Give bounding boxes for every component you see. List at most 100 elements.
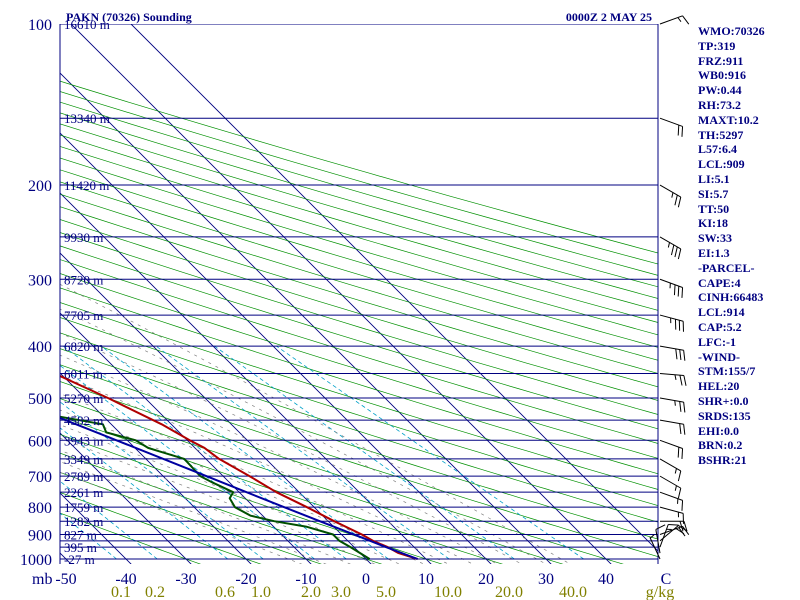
moist-adiabat-line <box>60 424 401 564</box>
index-line: TP:319 <box>698 38 736 53</box>
height-label: 827 m <box>64 528 97 543</box>
height-label: 13340 m <box>64 111 110 126</box>
wind-barb <box>649 534 661 560</box>
mixing-ratio-label: 0.6 <box>215 584 235 600</box>
mixing-ratio-line <box>60 365 315 560</box>
temperature-tick-label: -10 <box>295 571 316 588</box>
pressure-tick-label: 300 <box>28 272 52 289</box>
wind-barb <box>659 491 684 511</box>
mixing-ratio-line <box>214 345 515 560</box>
dry-adiabat-line <box>60 193 658 374</box>
wind-barb <box>659 345 686 361</box>
dry-adiabat-line <box>60 134 658 311</box>
dry-adiabat-line <box>60 317 658 506</box>
dry-adiabat-line <box>60 157 658 336</box>
index-line: FRZ:911 <box>698 53 744 68</box>
height-label: 3943 m <box>64 433 103 448</box>
temperature-tick-label: 10 <box>418 571 434 588</box>
isotherm-line <box>60 312 312 564</box>
wind-barb <box>659 117 684 137</box>
index-line: LI:5.1 <box>698 171 730 186</box>
dry-adiabat-line <box>60 492 262 564</box>
index-line: EI:1.3 <box>698 245 730 260</box>
isotherm-line <box>70 24 612 564</box>
wind-barb <box>659 475 682 499</box>
wind-barb <box>659 506 684 524</box>
index-line: HEL:20 <box>698 379 740 394</box>
mixing-ratio-line <box>60 512 117 560</box>
dry-adiabat-line <box>60 287 658 475</box>
index-line: TH:5297 <box>698 127 744 142</box>
dry-adiabat-line <box>60 219 658 401</box>
moist-adiabat-line <box>60 437 376 564</box>
wind-barb <box>660 520 688 532</box>
mixing-ratio-label: 5.0 <box>376 584 396 600</box>
index-line: PW:0.44 <box>698 83 742 98</box>
index-line: CINH:66483 <box>698 290 764 305</box>
mixing-ratio-label: 20.0 <box>495 584 523 600</box>
index-line: SI:5.7 <box>698 186 729 201</box>
wind-barb <box>659 439 684 459</box>
dry-adiabat-line <box>60 348 658 540</box>
wind-barb <box>659 278 684 298</box>
isotherm-line <box>60 252 372 564</box>
dry-adiabat-line <box>60 232 658 415</box>
chart-grid <box>60 24 658 564</box>
dry-adiabat-line <box>60 112 658 288</box>
dry-adiabat-line <box>60 146 658 323</box>
pressure-tick-label: 900 <box>28 528 52 545</box>
height-label: 6011 m <box>64 366 103 381</box>
dry-adiabat-line <box>60 332 658 523</box>
height-label: 1759 m <box>64 500 103 515</box>
mixing-ratio-label: 3.0 <box>331 584 351 600</box>
pressure-tick-label: 100 <box>28 17 52 34</box>
height-label: 5270 m <box>64 391 103 406</box>
index-line: -PARCEL- <box>698 260 755 275</box>
wind-barb <box>659 524 679 548</box>
height-label: 11420 m <box>64 178 109 193</box>
mixing-ratio-label: 0.2 <box>145 584 165 600</box>
index-line: STM:155/7 <box>698 364 756 379</box>
dry-adiabat-line <box>60 169 658 348</box>
wind-barb <box>659 372 687 386</box>
pressure-tick-label: 600 <box>28 433 52 450</box>
wind-barb <box>659 397 686 413</box>
parcel-profile <box>60 416 418 560</box>
temperature-tick-label: 40 <box>598 571 614 588</box>
moist-adiabat-line <box>60 354 498 564</box>
height-label: 2261 m <box>64 485 103 500</box>
dry-adiabat-line <box>60 364 658 558</box>
index-line: -WIND- <box>698 349 740 364</box>
temperature-tick-label: 0 <box>362 571 370 588</box>
dewpoint-profile <box>60 415 371 560</box>
mixing-ratio-line <box>60 480 158 560</box>
index-line: EHI:0.0 <box>698 423 740 438</box>
mixing-ratio-label: 2.0 <box>301 584 321 600</box>
isotherm-line <box>130 24 658 552</box>
chart-time: 0000Z 2 MAY 25 <box>566 10 652 24</box>
mixing-ratio-label: g/kg <box>646 584 674 600</box>
height-labels: 16610 m 13340 m 11420 m 9930 m 8720 m 7705 m 6… <box>64 17 110 567</box>
temperature-tick-label: 20 <box>478 571 494 588</box>
dry-adiabat-line <box>60 181 658 361</box>
pressure-unit-label: mb <box>32 571 52 588</box>
height-label: -27 m <box>64 552 95 567</box>
mixing-ratio-line <box>60 401 264 560</box>
moist-adiabat-line <box>60 393 450 564</box>
height-label: 4582 m <box>64 413 103 428</box>
wind-barb <box>659 458 682 482</box>
index-line: KI:18 <box>698 216 728 231</box>
chart-title: PAKN (70326) Sounding <box>66 10 192 24</box>
index-line: TT:50 <box>698 201 730 216</box>
temperature-tick-label: C <box>661 571 672 588</box>
temperature-tick-label: -50 <box>55 571 76 588</box>
index-line: SRDS:135 <box>698 408 751 423</box>
height-label: 6820 m <box>64 339 103 354</box>
index-line: WB0:916 <box>698 68 746 83</box>
index-line: CAPE:4 <box>698 275 741 290</box>
wind-barb <box>659 525 690 537</box>
height-label: 2789 m <box>64 469 103 484</box>
height-label: 3349 m <box>64 452 103 467</box>
